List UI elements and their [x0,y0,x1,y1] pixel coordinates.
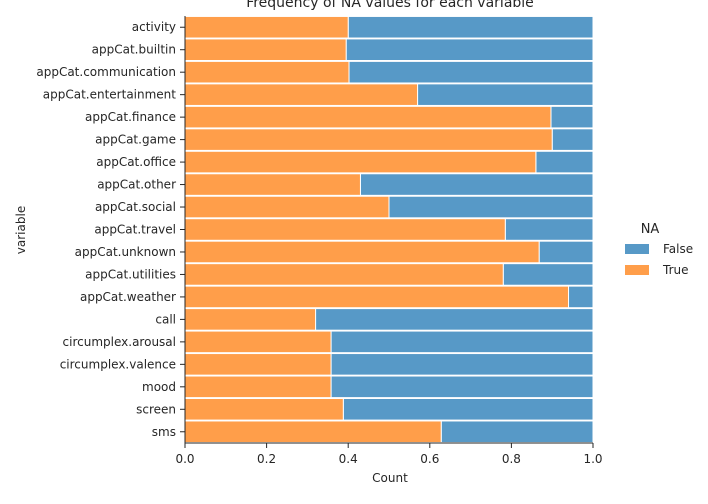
y-tick-label: appCat.game [95,133,176,147]
legend-title: NA [641,222,660,237]
bar-true [184,420,442,444]
y-tick-label: circumplex.valence [60,357,176,371]
bar-false [551,128,594,151]
bar-false [417,83,594,106]
y-tick-label: appCat.travel [94,223,176,237]
bar-false [568,285,594,309]
y-tick-label: sms [152,425,176,439]
bar-false [330,330,594,354]
bar-false [345,38,594,61]
y-tick-label: appCat.other [97,178,176,192]
bar-true [184,240,540,264]
x-tick-label: 0.2 [257,452,276,466]
bar-true [184,60,350,84]
bar-true [184,218,506,241]
legend-label: True [662,263,689,277]
bar-true [184,308,317,331]
y-tick-label: circumplex.arousal [63,335,176,349]
x-tick-label: 0.8 [502,452,521,466]
bar-false [550,105,594,129]
bar-false [315,308,594,331]
y-tick-label: screen [136,402,176,416]
x-axis-label: Count [372,471,408,485]
y-tick-label: activity [132,20,176,34]
bar-true [184,173,361,196]
y-tick-label: appCat.communication [36,65,176,79]
y-tick-label: appCat.utilities [85,267,176,281]
legend-swatch [625,265,649,275]
bar-false [342,398,594,421]
bar-true [184,105,552,129]
bar-true [184,128,553,151]
y-tick-label: call [155,312,176,326]
y-tick-label: mood [142,380,176,394]
bar-true [184,38,347,61]
chart-title: Frequency of NA values for each variable [246,0,534,11]
y-tick-label: appCat.unknown [75,245,176,259]
bar-true [184,263,504,286]
bar-false [330,353,594,376]
bar-true [184,398,344,421]
legend-swatch [625,244,649,254]
y-axis-label: variable [14,206,28,254]
bar-true [184,375,332,399]
legend-label: False [663,242,693,256]
bar-false [388,195,594,219]
bar-true [184,285,570,309]
y-tick-label: appCat.entertainment [43,88,177,102]
x-tick-label: 0.4 [339,452,358,466]
bar-true [184,83,419,106]
y-tick-label: appCat.office [96,155,176,169]
bar-false [504,218,594,241]
x-tick-label: 0.6 [420,452,439,466]
bar-true [184,330,332,354]
y-tick-label: appCat.builtin [92,43,176,57]
bars-layer [184,15,594,444]
bar-false [535,150,594,174]
bar-false [502,263,594,286]
x-tick-label: 1.0 [583,452,602,466]
y-tick-label: appCat.finance [85,110,176,124]
bar-true [184,353,332,376]
bar-false [330,375,594,399]
bar-true [184,150,537,174]
bar-false [359,173,594,196]
bar-false [440,420,594,444]
bar-false [538,240,594,264]
y-tick-label: appCat.weather [80,290,176,304]
bar-false [347,15,594,39]
y-tick-label: appCat.social [95,200,176,214]
axes-layer: activity appCat.builtin appCat.communicati… [36,16,603,466]
x-tick-label: 0.0 [175,452,194,466]
legend: NA False True [625,222,693,277]
bar-false [348,60,594,84]
bar-true [184,15,349,39]
bar-true [184,195,390,219]
